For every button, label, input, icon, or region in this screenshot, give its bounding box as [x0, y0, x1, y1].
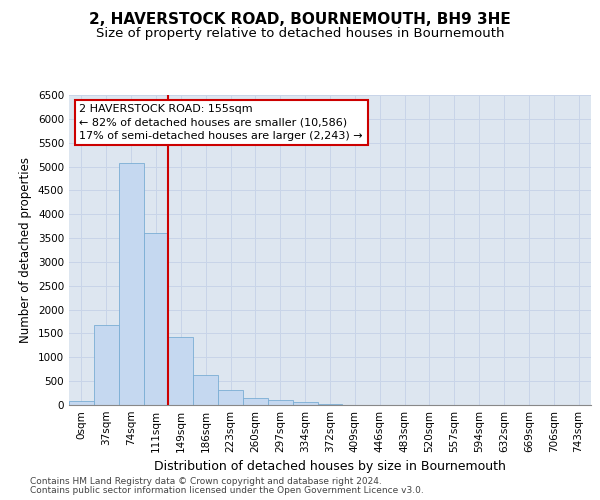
Bar	[268, 400, 293, 405]
Y-axis label: Number of detached properties: Number of detached properties	[19, 157, 32, 343]
Bar	[193, 376, 218, 405]
Bar	[169, 337, 193, 405]
Bar	[293, 402, 317, 405]
X-axis label: Distribution of detached houses by size in Bournemouth: Distribution of detached houses by size …	[154, 460, 506, 473]
Bar	[243, 398, 268, 405]
Bar	[143, 234, 169, 405]
Text: 2, HAVERSTOCK ROAD, BOURNEMOUTH, BH9 3HE: 2, HAVERSTOCK ROAD, BOURNEMOUTH, BH9 3HE	[89, 12, 511, 28]
Text: Contains public sector information licensed under the Open Government Licence v3: Contains public sector information licen…	[30, 486, 424, 495]
Bar	[69, 402, 94, 405]
Bar	[218, 390, 243, 405]
Text: Size of property relative to detached houses in Bournemouth: Size of property relative to detached ho…	[96, 28, 504, 40]
Bar	[94, 325, 119, 405]
Bar	[119, 162, 143, 405]
Bar	[317, 404, 343, 405]
Text: Contains HM Land Registry data © Crown copyright and database right 2024.: Contains HM Land Registry data © Crown c…	[30, 477, 382, 486]
Text: 2 HAVERSTOCK ROAD: 155sqm
← 82% of detached houses are smaller (10,586)
17% of s: 2 HAVERSTOCK ROAD: 155sqm ← 82% of detac…	[79, 104, 363, 141]
